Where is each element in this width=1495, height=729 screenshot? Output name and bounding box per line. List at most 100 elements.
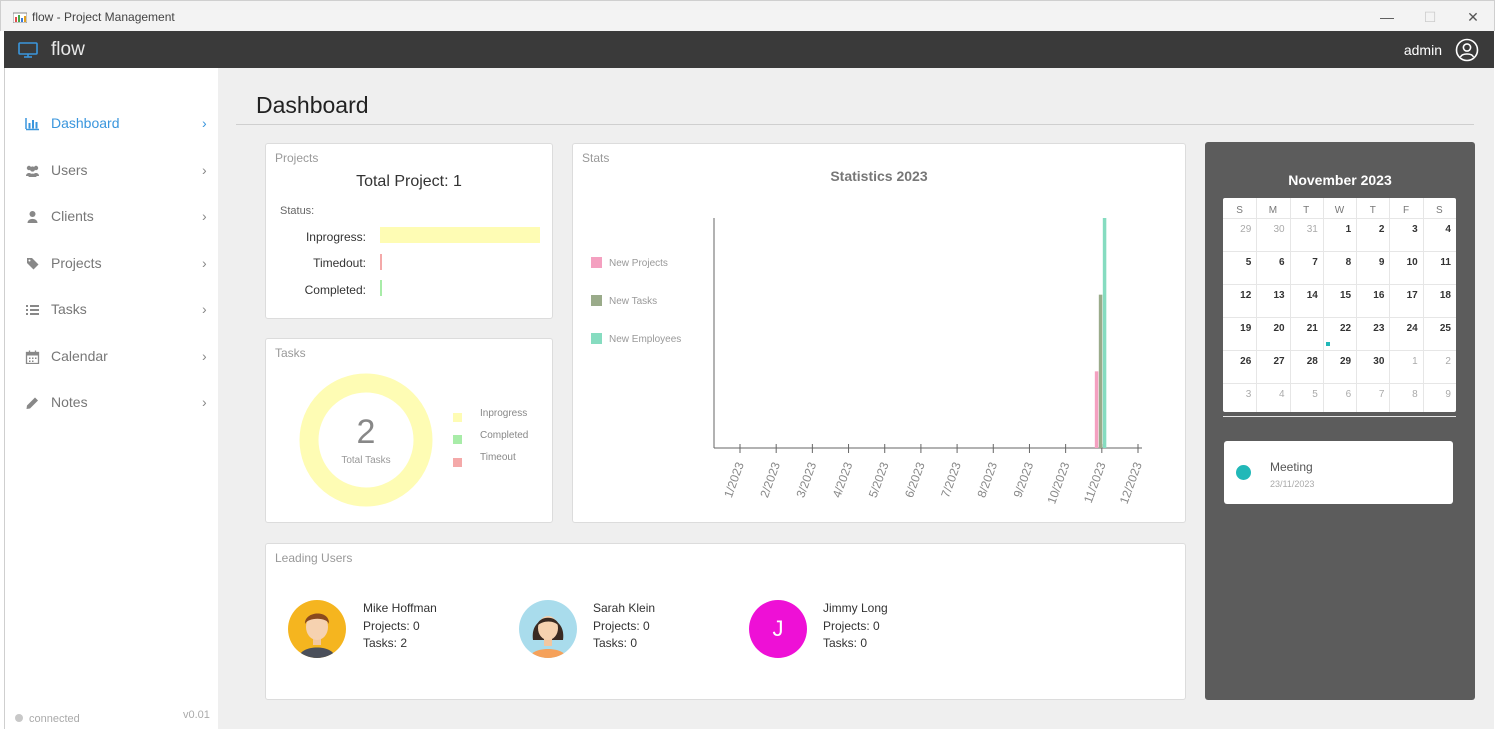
user-tasks: Tasks: 0 bbox=[593, 636, 638, 650]
inprogress-label: Inprogress: bbox=[305, 230, 366, 244]
sidebar: Dashboard › Users › Clients › Projects › bbox=[4, 68, 218, 729]
chevron-right-icon: › bbox=[202, 301, 207, 317]
calendar-day[interactable]: 3 bbox=[1245, 389, 1252, 400]
stats-card: Stats Statistics 2023 New Projects New Ta… bbox=[572, 143, 1186, 523]
weekday-header: T bbox=[1303, 205, 1310, 216]
calendar-day[interactable]: 30 bbox=[1273, 224, 1285, 235]
calendar-day[interactable]: 17 bbox=[1406, 290, 1418, 301]
calendar-day[interactable]: 5 bbox=[1312, 389, 1318, 400]
calendar-day[interactable]: 7 bbox=[1312, 257, 1318, 268]
calendar-day[interactable]: 31 bbox=[1306, 224, 1318, 235]
x-tick-label: 1/2023 bbox=[721, 460, 747, 500]
weekday-header: T bbox=[1369, 205, 1376, 216]
calendar-day[interactable]: 16 bbox=[1373, 290, 1385, 301]
calendar-day[interactable]: 28 bbox=[1306, 356, 1318, 367]
calendar-day[interactable]: 30 bbox=[1373, 356, 1385, 367]
x-tick-label: 4/2023 bbox=[830, 460, 856, 500]
user-projects: Projects: 0 bbox=[593, 619, 650, 633]
calendar-day[interactable]: 26 bbox=[1240, 356, 1252, 367]
sidebar-item-label: Users bbox=[51, 162, 88, 178]
calendar-day[interactable]: 8 bbox=[1345, 257, 1352, 268]
calendar-day[interactable]: 19 bbox=[1240, 323, 1252, 334]
calendar-day[interactable]: 27 bbox=[1273, 356, 1285, 367]
calendar-day[interactable]: 1 bbox=[1412, 356, 1418, 367]
card-title: Tasks bbox=[275, 346, 306, 360]
calendar-col-divider bbox=[1356, 198, 1358, 412]
calendar-day[interactable]: 2 bbox=[1445, 356, 1451, 367]
sidebar-item-clients[interactable]: Clients › bbox=[5, 197, 219, 237]
user-name[interactable]: admin bbox=[1403, 42, 1442, 58]
event-card[interactable]: Meeting 23/11/2023 bbox=[1224, 441, 1453, 504]
calendar-day[interactable]: 1 bbox=[1345, 224, 1352, 235]
calendar-day[interactable]: 14 bbox=[1306, 290, 1318, 301]
calendar-day[interactable]: 29 bbox=[1340, 356, 1352, 367]
calendar-day[interactable]: 29 bbox=[1240, 224, 1252, 235]
calendar-day[interactable]: 3 bbox=[1412, 224, 1418, 235]
calendar-row-divider bbox=[1223, 317, 1456, 318]
sidebar-item-label: Dashboard bbox=[51, 115, 120, 131]
calendar-day[interactable]: 24 bbox=[1406, 323, 1418, 334]
sidebar-item-calendar[interactable]: Calendar › bbox=[5, 337, 219, 377]
user-name: Mike Hoffman bbox=[363, 601, 437, 615]
projects-card: Projects Total Project: 1 Status: Inprog… bbox=[265, 143, 553, 319]
chevron-right-icon: › bbox=[202, 115, 207, 131]
chevron-right-icon: › bbox=[202, 162, 207, 178]
calendar-day[interactable]: 8 bbox=[1412, 389, 1418, 400]
calendar-row-divider bbox=[1223, 350, 1456, 351]
sidebar-item-dashboard[interactable]: Dashboard › bbox=[5, 104, 219, 144]
x-tick-label: 12/2023 bbox=[1117, 460, 1145, 506]
legend-swatch-timeout bbox=[453, 458, 462, 467]
calendar-day[interactable]: 21 bbox=[1306, 323, 1318, 334]
sidebar-item-users[interactable]: Users › bbox=[5, 151, 219, 191]
legend-swatch bbox=[591, 333, 602, 344]
calendar-day[interactable]: 18 bbox=[1439, 290, 1451, 301]
bar bbox=[1098, 294, 1103, 448]
legend-label: New Projects bbox=[609, 258, 668, 269]
sidebar-item-projects[interactable]: Projects › bbox=[5, 244, 219, 284]
calendar-day[interactable]: 4 bbox=[1279, 389, 1285, 400]
event-date: 23/11/2023 bbox=[1270, 479, 1315, 489]
minimize-button[interactable]: — bbox=[1380, 9, 1394, 25]
calendar-day[interactable]: 11 bbox=[1440, 257, 1451, 268]
sidebar-item-notes[interactable]: Notes › bbox=[5, 383, 219, 423]
calendar-day[interactable]: 23 bbox=[1373, 323, 1385, 334]
stats-bar-chart: New Projects New Tasks New Employees 1/2023… bbox=[591, 218, 1145, 506]
calendar-day[interactable]: 10 bbox=[1406, 257, 1418, 268]
completed-bar bbox=[380, 280, 382, 296]
tasks-donut: 2 Total Tasks bbox=[299, 373, 433, 507]
calendar-day[interactable]: 7 bbox=[1378, 389, 1385, 400]
calendar-day[interactable]: 13 bbox=[1273, 290, 1285, 301]
calendar-day[interactable]: 6 bbox=[1279, 257, 1285, 268]
x-tick-label: 6/2023 bbox=[902, 460, 928, 500]
tasks-card: Tasks 2 Total Tasks Inprogress Completed… bbox=[265, 338, 553, 523]
calendar-day[interactable]: 20 bbox=[1273, 323, 1285, 334]
calendar-icon bbox=[25, 350, 40, 364]
legend-completed: Completed bbox=[480, 430, 529, 441]
user-projects: Projects: 0 bbox=[823, 619, 880, 633]
user-name: Jimmy Long bbox=[823, 601, 888, 615]
app-version: v0.01 bbox=[183, 709, 210, 721]
sidebar-item-tasks[interactable]: Tasks › bbox=[5, 290, 219, 330]
calendar-row-divider bbox=[1223, 383, 1456, 384]
legend-swatch bbox=[591, 257, 602, 268]
timedout-label: Timedout: bbox=[313, 256, 366, 270]
calendar-day[interactable]: 5 bbox=[1245, 257, 1252, 268]
calendar-day[interactable]: 4 bbox=[1445, 224, 1451, 235]
calendar-panel: November 2023 S M T W T F S 29 30 31 1 2 3 4 5 6 7 8 9 10 11… bbox=[1205, 142, 1475, 700]
calendar-day[interactable]: 22 bbox=[1340, 323, 1352, 334]
title-divider bbox=[236, 124, 1474, 125]
calendar-day[interactable]: 9 bbox=[1378, 257, 1385, 268]
calendar-day[interactable]: 25 bbox=[1439, 323, 1451, 334]
calendar-day[interactable]: 6 bbox=[1345, 389, 1352, 400]
weekday-header: M bbox=[1268, 205, 1278, 216]
calendar-day[interactable]: 12 bbox=[1240, 290, 1252, 301]
user-account-icon[interactable] bbox=[1455, 38, 1479, 62]
close-button[interactable]: ✕ bbox=[1467, 9, 1479, 25]
weekday-header: F bbox=[1403, 205, 1410, 216]
user-tasks: Tasks: 0 bbox=[823, 636, 868, 650]
calendar-day[interactable]: 9 bbox=[1445, 389, 1451, 400]
calendar-day[interactable]: 15 bbox=[1340, 290, 1352, 301]
connection-status-dot bbox=[15, 714, 23, 722]
calendar-day[interactable]: 2 bbox=[1378, 224, 1385, 235]
maximize-button[interactable]: ☐ bbox=[1423, 9, 1437, 25]
